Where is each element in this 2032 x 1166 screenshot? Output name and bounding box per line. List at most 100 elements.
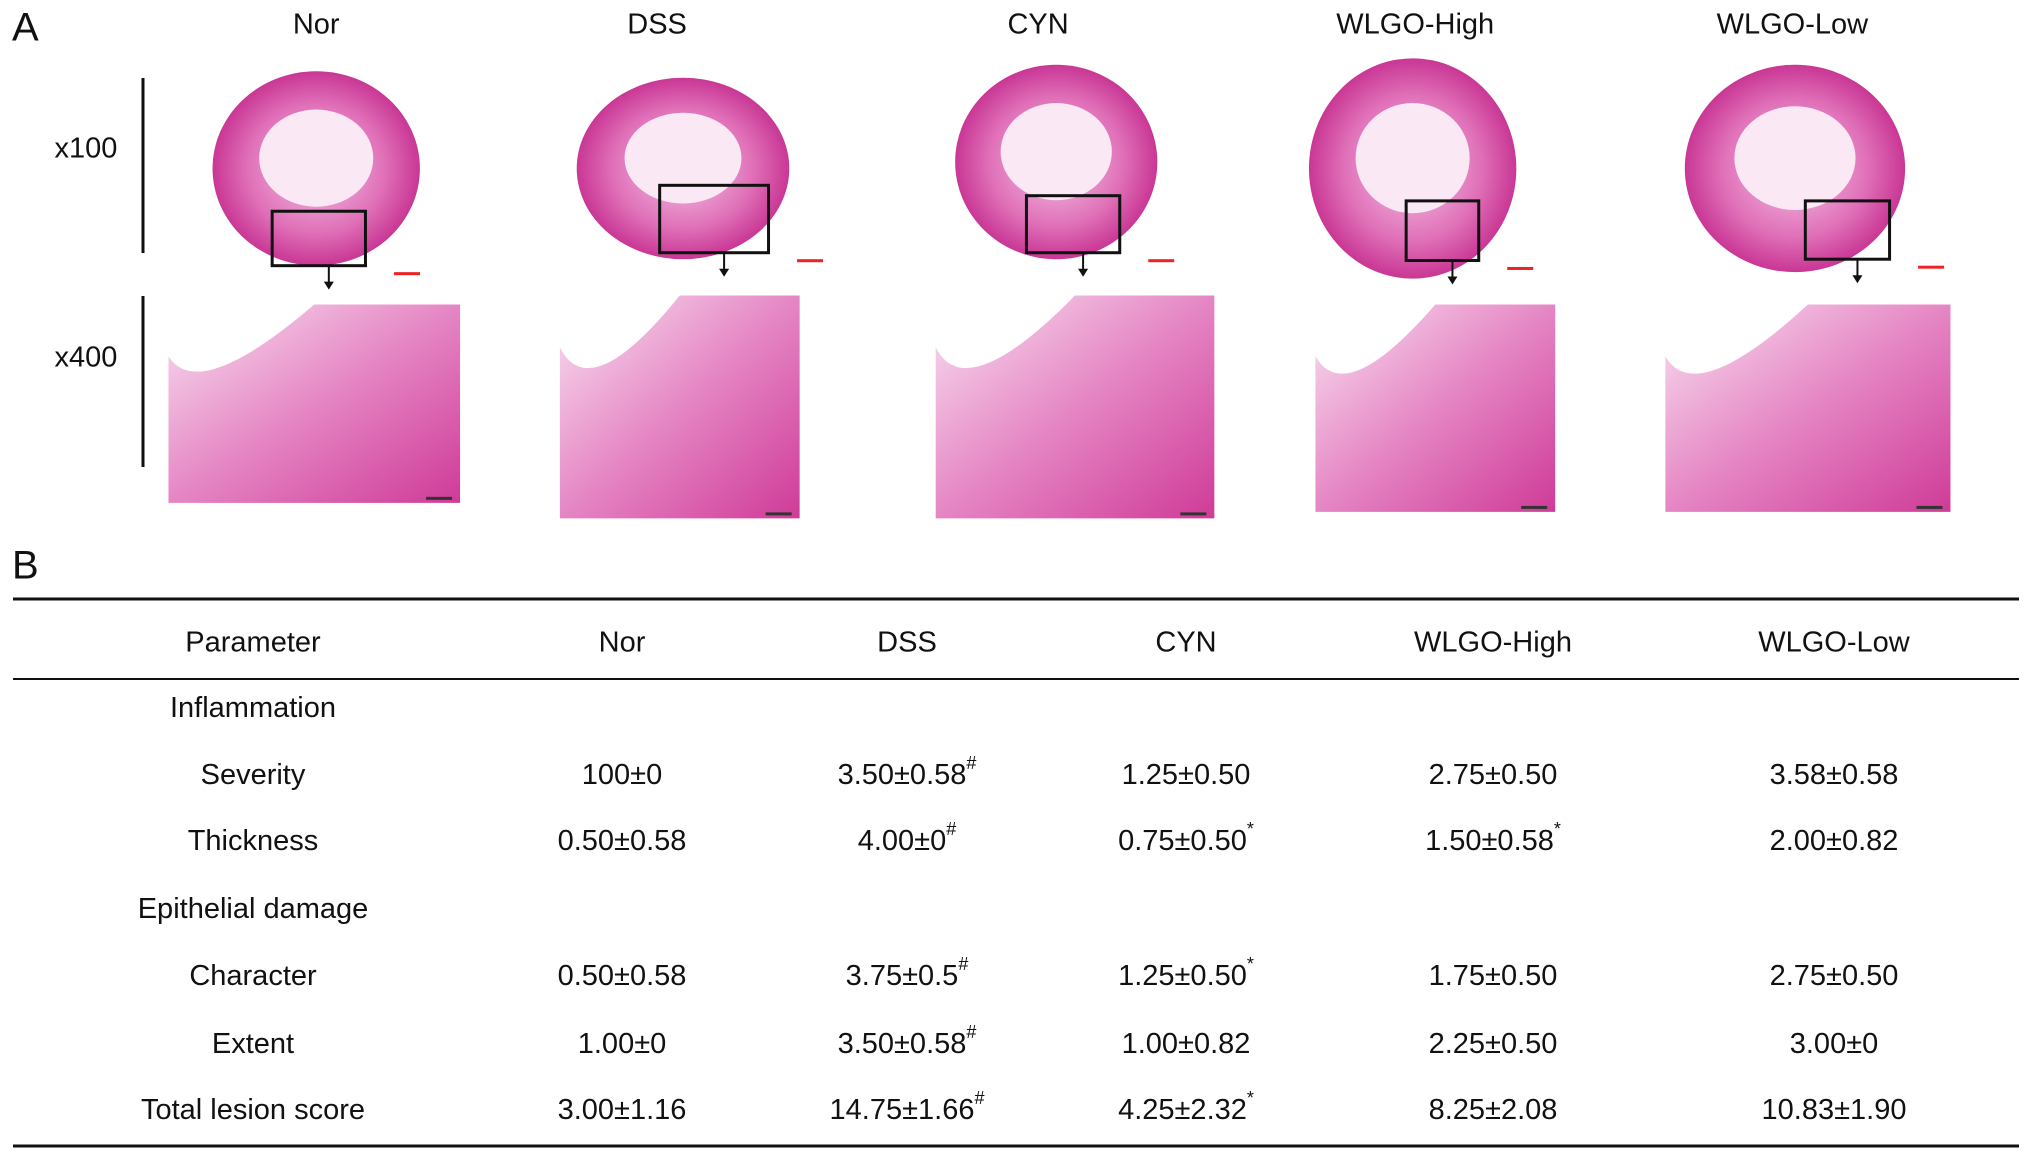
cell-text: 3.00±1.16 <box>558 1094 687 1126</box>
table-cell: 3.00±0 <box>1790 1028 1879 1060</box>
cell-text: 2.75±0.50 <box>1429 759 1558 791</box>
cell-text: 3.50±0.58 <box>838 759 967 791</box>
cell-superscript: * <box>1554 819 1561 839</box>
column-header: DSS <box>877 627 937 659</box>
zoom-box <box>1404 199 1481 262</box>
table-cell: 1.25±0.50* <box>1118 954 1254 992</box>
cell-superscript: * <box>1247 1088 1254 1108</box>
column-label: WLGO-Low <box>1717 9 1870 41</box>
tissue-zoom <box>935 295 1215 519</box>
cell-superscript: # <box>946 819 956 839</box>
table-cell: 10.83±1.90 <box>1762 1094 1907 1126</box>
cell-text: 2.75±0.50 <box>1770 960 1899 992</box>
column-label: Nor <box>293 9 340 41</box>
table-cell: 4.25±2.32* <box>1118 1088 1254 1126</box>
tissue-zoom <box>559 295 800 519</box>
column-label: CYN <box>1007 9 1068 41</box>
table-cell: Character <box>189 960 317 992</box>
tissue-zoom <box>1315 304 1556 512</box>
cell-text: 2.00±0.82 <box>1770 825 1899 857</box>
lumen <box>1734 106 1856 210</box>
arrow-head <box>1852 275 1863 284</box>
zoom-box <box>270 209 367 268</box>
column-header: Parameter <box>185 627 321 659</box>
panel-label: B <box>12 544 39 588</box>
table-cell: 3.00±1.16 <box>558 1094 687 1126</box>
table-cell: Extent <box>212 1028 294 1060</box>
lumen <box>1000 103 1112 201</box>
cell-text: 1.25±0.50 <box>1118 960 1247 992</box>
scale-bar <box>765 512 792 516</box>
table-cell: 1.50±0.58* <box>1425 819 1561 857</box>
table-cell: 4.00±0# <box>858 819 957 857</box>
cell-text: 14.75±1.66 <box>830 1094 975 1126</box>
panel-label: A <box>12 6 39 50</box>
tissue-zoom <box>1665 304 1951 512</box>
table-cell: 3.50±0.58# <box>838 1022 977 1060</box>
zoom-box <box>1803 199 1892 261</box>
table-cell: 14.75±1.66# <box>830 1088 985 1126</box>
table-cell: 0.50±0.58 <box>558 825 687 857</box>
column-header: CYN <box>1155 627 1216 659</box>
cell-text: Epithelial damage <box>138 893 369 925</box>
cell-text: 1.00±0.82 <box>1122 1028 1251 1060</box>
table-cell: 0.50±0.58 <box>558 960 687 992</box>
table-cell: 1.00±0 <box>578 1028 667 1060</box>
zoom-box <box>1024 194 1122 255</box>
cell-text: Total lesion score <box>141 1094 365 1126</box>
scale-bar <box>393 272 420 276</box>
cell-text: 3.50±0.58 <box>838 1028 967 1060</box>
arrow-head <box>719 268 730 277</box>
table-cell: 1.00±0.82 <box>1122 1028 1251 1060</box>
lumen <box>1355 103 1470 214</box>
cell-superscript: # <box>958 954 968 974</box>
arrow-head <box>1447 276 1458 285</box>
column-header: Nor <box>599 627 646 659</box>
cell-text: Severity <box>201 759 306 791</box>
table-cell: Epithelial damage <box>138 893 369 925</box>
table-cell: 2.75±0.50 <box>1770 960 1899 992</box>
arrow-head <box>323 281 334 290</box>
scale-bar <box>1180 512 1207 516</box>
scale-bar <box>1916 505 1943 509</box>
cell-superscript: # <box>966 1022 976 1042</box>
scale-bar <box>1507 266 1534 270</box>
cell-text: 3.00±0 <box>1790 1028 1879 1060</box>
cell-superscript: # <box>966 753 976 773</box>
cell-text: 1.50±0.58 <box>1425 825 1554 857</box>
lumen <box>259 109 374 207</box>
cell-text: 10.83±1.90 <box>1762 1094 1907 1126</box>
column-label: WLGO-High <box>1336 9 1494 41</box>
scale-bar <box>1918 265 1945 269</box>
scale-bar <box>1521 505 1548 509</box>
cell-text: Character <box>189 960 317 992</box>
cell-text: 1.25±0.50 <box>1122 759 1251 791</box>
table-cell: 2.75±0.50 <box>1429 759 1558 791</box>
cell-text: 1.75±0.50 <box>1429 960 1558 992</box>
tissue-zoom <box>168 304 461 503</box>
cell-text: 0.50±0.58 <box>558 825 687 857</box>
cell-text: Inflammation <box>170 692 336 724</box>
table-cell: 2.00±0.82 <box>1770 825 1899 857</box>
table-cell: Severity <box>201 759 306 791</box>
cell-text: Extent <box>212 1028 294 1060</box>
table-cell: 1.75±0.50 <box>1429 960 1558 992</box>
row-label: x100 <box>55 133 118 165</box>
table-cell: 2.25±0.50 <box>1429 1028 1558 1060</box>
table-cell: Inflammation <box>170 692 336 724</box>
table-cell: 3.75±0.5# <box>846 954 969 992</box>
table-cell: Total lesion score <box>141 1094 365 1126</box>
cell-text: 4.00±0 <box>858 825 947 857</box>
column-header: WLGO-High <box>1414 627 1572 659</box>
column-header: WLGO-Low <box>1758 627 1911 659</box>
cell-text: 8.25±2.08 <box>1429 1094 1558 1126</box>
table-cell: 8.25±2.08 <box>1429 1094 1558 1126</box>
histology-images <box>168 58 1951 519</box>
scale-bar <box>426 496 453 500</box>
lumen <box>624 112 742 204</box>
cell-text: Thickness <box>188 825 319 857</box>
scale-bar <box>1148 259 1175 263</box>
row-label: x400 <box>55 342 118 374</box>
table-cell: 0.75±0.50* <box>1118 819 1254 857</box>
